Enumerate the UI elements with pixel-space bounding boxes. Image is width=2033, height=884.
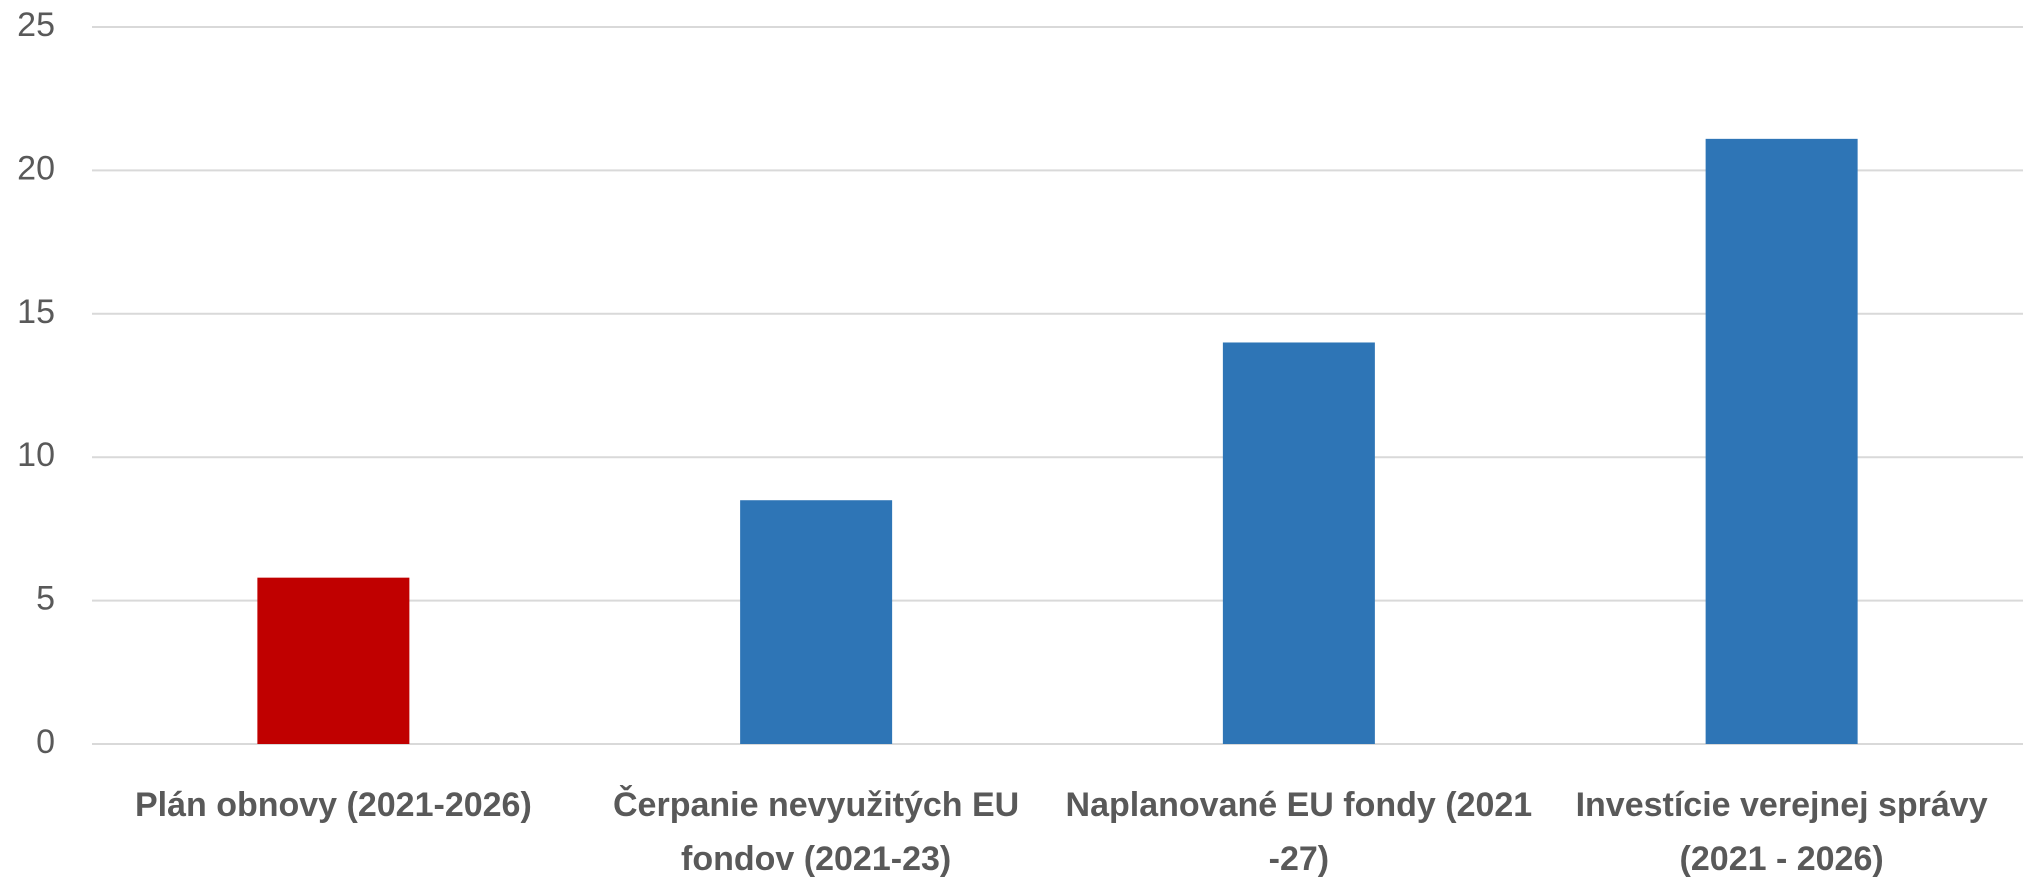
y-tick-label: 15	[17, 293, 55, 331]
y-tick-label: 20	[17, 149, 55, 187]
bar	[740, 500, 893, 744]
x-tick-label: Investície verejnej správy (2021 - 2026)	[1575, 786, 1988, 878]
x-tick-label: Naplanované EU fondy (2021 -27)	[1065, 786, 1533, 878]
y-tick-label: 25	[17, 6, 55, 44]
y-tick-label: 0	[36, 723, 55, 761]
x-tick-label: Plán obnovy (2021-2026)	[134, 786, 532, 824]
y-tick-label: 10	[17, 436, 55, 474]
bar	[1705, 138, 1858, 745]
y-tick-label: 5	[36, 580, 55, 618]
bar	[257, 577, 410, 744]
bar	[1222, 342, 1375, 744]
x-tick-label: Čerpanie nevyužitých EU fondov (2021-23)	[613, 786, 1020, 878]
